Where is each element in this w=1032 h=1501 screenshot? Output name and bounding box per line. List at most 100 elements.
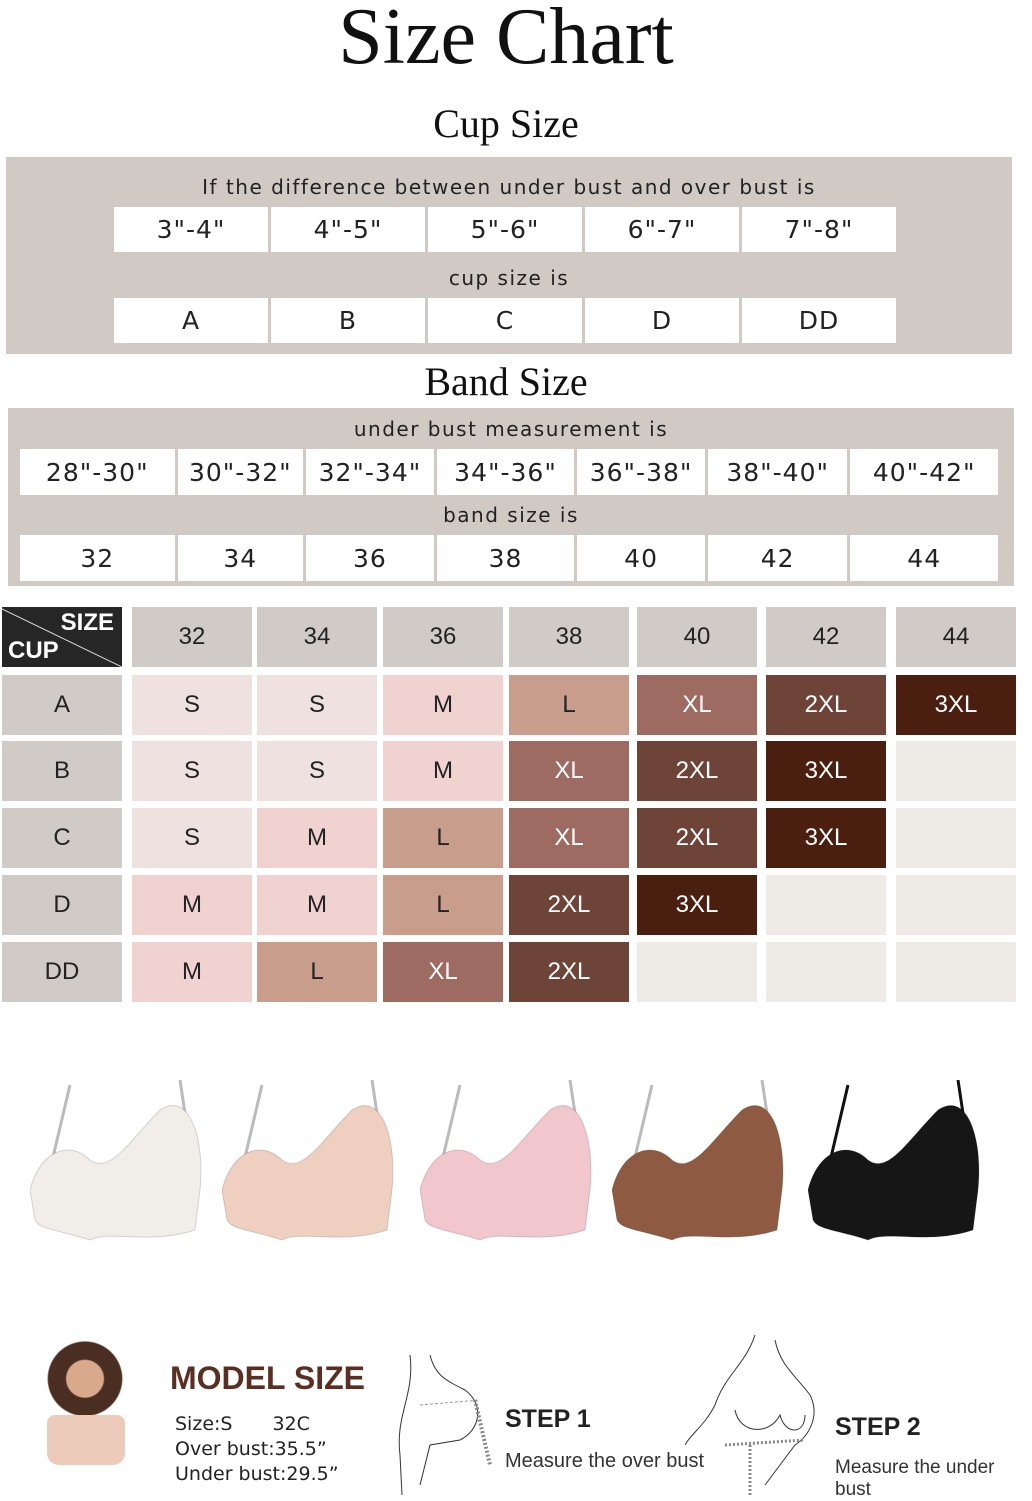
empty-cell: [637, 942, 757, 1002]
band-header-cell: 32: [132, 607, 252, 667]
band-size-heading: Band Size: [424, 359, 588, 404]
diff-cell: 7"-8": [742, 207, 896, 252]
bra-product-image: [222, 1080, 394, 1241]
cup-cell: DD: [742, 298, 896, 343]
empty-cell: [896, 942, 1016, 1002]
size-cell: 3XL: [896, 675, 1016, 735]
band-cell: 40: [577, 535, 705, 581]
bra-product-image: [30, 1080, 202, 1241]
band-cell: 34: [177, 535, 304, 581]
size-cell: L: [383, 808, 503, 868]
step2-text: Measure the under bust: [835, 1457, 995, 1500]
size-cell: 2XL: [509, 942, 629, 1002]
band-header-cell: 38: [509, 607, 629, 667]
diff-cell: 3"-4": [114, 207, 268, 252]
empty-cell: [896, 875, 1016, 935]
band-cell: 44: [850, 535, 998, 581]
size-cell: M: [257, 808, 377, 868]
cup-cell: A: [114, 298, 268, 343]
size-cell: XL: [383, 942, 503, 1002]
band-size-panel: under bust measurement is 28"-30" 30"-32"…: [8, 408, 1014, 586]
empty-cell: [766, 942, 886, 1002]
size-cell: 3XL: [637, 875, 757, 935]
corner-size-label: SIZE: [60, 609, 114, 636]
band-cell: 32: [20, 535, 175, 581]
size-cell: S: [132, 808, 252, 868]
diagonal-line: [2, 608, 122, 667]
band-cell: 36: [306, 535, 434, 581]
size-cell: 2XL: [637, 741, 757, 801]
measure-over-bust-illustration: [398, 1355, 492, 1495]
cup-header-cell: B: [2, 741, 122, 801]
cup-cell: C: [428, 298, 582, 343]
band-header-cell: 42: [766, 607, 886, 667]
cup-cell: D: [585, 298, 739, 343]
step1-text: Measure the over bust: [505, 1450, 704, 1472]
model-size: Size:S: [175, 1413, 233, 1435]
band-header-cell: 34: [257, 607, 377, 667]
size-cell: M: [132, 942, 252, 1002]
step1-title: STEP 1: [505, 1405, 591, 1433]
size-cell: S: [132, 741, 252, 801]
model-under: Under bust:29.5”: [175, 1463, 339, 1485]
size-cell: M: [383, 675, 503, 735]
size-cell: S: [132, 675, 252, 735]
cup-size-heading: Cup Size: [433, 101, 579, 146]
range-cell: 28"-30": [20, 449, 175, 495]
band-row: 32 34 36 38 40 42 44: [20, 535, 998, 581]
band-label-1: under bust measurement is: [353, 417, 669, 441]
cup-row: A B C D DD: [114, 298, 896, 343]
model-photo: [25, 1340, 145, 1495]
range-cell: 30"-32": [177, 449, 304, 495]
empty-cell: [896, 741, 1016, 801]
range-cell: 40"-42": [850, 449, 998, 495]
size-cell: 2XL: [509, 875, 629, 935]
diff-cell: 6"-7": [585, 207, 739, 252]
size-cell: 3XL: [766, 808, 886, 868]
size-cell: S: [257, 741, 377, 801]
band-cell: 38: [436, 535, 575, 581]
band-label-2: band size is: [443, 503, 579, 527]
band-header-cell: 44: [896, 607, 1016, 667]
measure-under-bust-illustration: [685, 1335, 815, 1495]
cup-header-cell: DD: [2, 942, 122, 1002]
page-title: Size Chart: [338, 0, 674, 81]
size-cell: M: [132, 875, 252, 935]
cup-cell: B: [271, 298, 425, 343]
diff-cell: 5"-6": [428, 207, 582, 252]
corner-cell: SIZE CUP: [2, 607, 122, 667]
band-header-cell: 36: [383, 607, 503, 667]
size-cell: 3XL: [766, 741, 886, 801]
range-cell: 32"-34": [306, 449, 434, 495]
band-cell: 42: [707, 535, 848, 581]
model-cup: 32C: [272, 1413, 310, 1435]
step2-title: STEP 2: [835, 1413, 921, 1441]
range-row: 28"-30" 30"-32" 32"-34" 34"-36" 36"-38" 38"-4…: [20, 449, 998, 495]
band-header-cell: 40: [637, 607, 757, 667]
model-size-heading: MODEL SIZE: [170, 1360, 365, 1396]
cup-header-cell: A: [2, 675, 122, 735]
size-cell: L: [383, 875, 503, 935]
size-cell: XL: [509, 741, 629, 801]
model-over: Over bust:35.5”: [175, 1438, 327, 1460]
size-cell: XL: [509, 808, 629, 868]
size-cell: L: [257, 942, 377, 1002]
size-cell: M: [383, 741, 503, 801]
empty-cell: [896, 808, 1016, 868]
range-cell: 38"-40": [707, 449, 848, 495]
diff-row: 3"-4" 4"-5" 5"-6" 6"-7" 7"-8": [114, 207, 896, 252]
empty-cell: [766, 875, 886, 935]
model-details: Size:S 32C Over bust:35.5” Under bust:29.…: [175, 1412, 339, 1487]
size-cell: 2XL: [637, 808, 757, 868]
size-cell: M: [257, 875, 377, 935]
cup-size-panel: If the difference between under bust and…: [6, 157, 1012, 354]
bra-product-image: [808, 1080, 980, 1241]
bra-product-image: [420, 1080, 592, 1241]
size-cell: XL: [637, 675, 757, 735]
range-cell: 36"-38": [577, 449, 705, 495]
size-cell: 2XL: [766, 675, 886, 735]
diff-cell: 4"-5": [271, 207, 425, 252]
size-cell: S: [257, 675, 377, 735]
bra-product-image: [612, 1080, 784, 1241]
cup-label-1: If the difference between under bust and…: [202, 175, 816, 199]
